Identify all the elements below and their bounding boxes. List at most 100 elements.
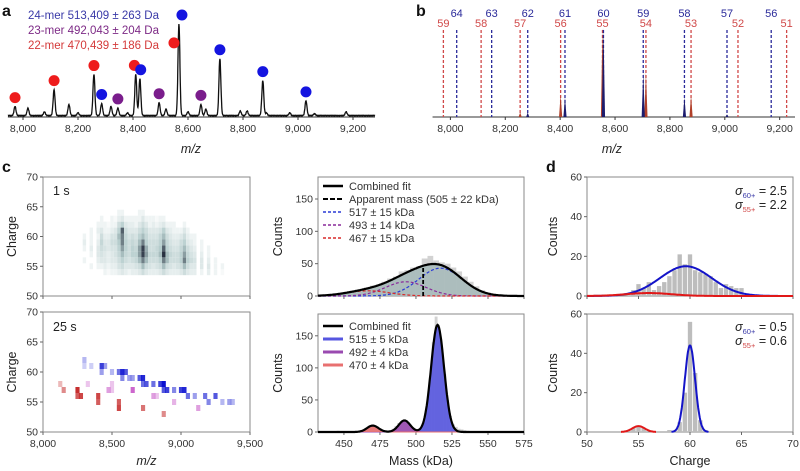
peak-marker-24-mer	[257, 66, 269, 78]
heatmap-cell	[113, 239, 118, 246]
x-tick-label: 475	[371, 438, 389, 450]
heatmap-cell	[130, 233, 135, 240]
heatmap-cell	[141, 263, 145, 270]
heatmap-cell	[162, 245, 166, 252]
x-tick-label: 450	[335, 438, 353, 450]
histogram-bar	[682, 392, 688, 432]
x-axis-title: m/z	[136, 454, 157, 468]
heatmap-cell-22-mer	[116, 399, 121, 405]
heatmap-1s-cells	[82, 209, 225, 276]
heatmap-cell	[110, 257, 114, 264]
y-tick-label: 70	[26, 307, 38, 319]
x-tick-label: 70	[787, 438, 799, 450]
y-tick-label: 50	[301, 394, 313, 406]
heatmap-cell	[134, 227, 138, 234]
sigma-subscript: 60+	[743, 327, 756, 336]
y-tick-label: 0	[307, 427, 313, 439]
heatmap-cell	[182, 239, 187, 246]
heatmap-cell	[179, 227, 183, 234]
heatmap-cell	[134, 269, 138, 276]
heatmap-cell	[82, 257, 87, 264]
charge-histogram-6	[587, 254, 793, 297]
heatmap-cell	[206, 263, 211, 270]
heatmap-cell-24-mer	[161, 381, 166, 387]
simulated-peak-24-mer	[601, 28, 606, 117]
chart-7-axes: 50 55 60 65 70 0 20 40 60 Counts Charge	[546, 309, 799, 469]
heatmap-cell	[168, 269, 173, 276]
peak-marker-24-mer	[214, 44, 226, 56]
heatmap-cell	[134, 239, 138, 246]
sigma-subscript: 55+	[743, 205, 756, 214]
heatmap-cell	[113, 227, 118, 234]
heatmap-cell	[137, 245, 142, 252]
mass-histogram-5	[318, 316, 524, 434]
heatmap-cell-24-mer	[220, 399, 225, 405]
heatmap-cell	[193, 257, 197, 264]
histogram-bar	[692, 373, 698, 432]
heatmap-cell	[162, 215, 166, 222]
heatmap-cell-22-mer	[78, 393, 84, 399]
x-tick-label: 8,000	[437, 123, 463, 135]
heatmap-cell	[120, 239, 125, 246]
y-tick-label: 60	[570, 172, 582, 184]
heatmap-cell	[134, 257, 138, 264]
y-tick-label: 60	[26, 367, 38, 379]
legend-label: 493 ± 14 kDa	[349, 220, 415, 232]
heatmap-cell	[110, 251, 114, 258]
panel-label-d: d	[546, 159, 556, 176]
charge-histogram-7	[621, 321, 709, 433]
legend-label: 492 ± 4 kDa	[349, 347, 409, 359]
heatmap-cell	[141, 251, 145, 258]
heatmap-cell	[148, 233, 152, 240]
heatmap-cell	[186, 233, 190, 240]
heatmap-cell	[158, 251, 163, 258]
heatmap-cell	[158, 215, 163, 222]
charge-state-label: 59	[637, 8, 649, 20]
heatmap-cell	[220, 263, 225, 270]
heatmap-cell	[151, 263, 156, 270]
legend-label: 470 ± 4 kDa	[349, 360, 409, 372]
heatmap-cell	[99, 239, 104, 246]
heatmap-cell	[168, 263, 173, 270]
heatmap-cell	[137, 239, 142, 246]
heatmap-cell	[106, 269, 111, 276]
heatmap-cell-24-mer	[82, 363, 87, 369]
charge-state-label: 58	[678, 8, 690, 20]
sigma-annotation: σ60+ = 0.5	[735, 320, 787, 336]
heatmap-cell	[113, 233, 118, 240]
heatmap-cell	[110, 269, 114, 276]
heatmap-cell-24-mer	[165, 387, 170, 393]
legend-label: Apparent mass (505 ± 22 kDa)	[349, 194, 499, 206]
heatmap-cell-24-mer	[130, 375, 135, 381]
heatmap-cell-24-mer	[161, 387, 166, 393]
heatmap-cell	[186, 245, 190, 252]
heatmap-cell	[141, 215, 145, 222]
heatmap-cell	[168, 221, 173, 228]
heatmap-cell	[124, 257, 128, 264]
heatmap-cell	[175, 257, 180, 264]
heatmap-cell	[148, 227, 152, 234]
heatmap-cell	[117, 263, 121, 270]
heatmap-cell	[144, 221, 149, 228]
heatmap-cell	[165, 221, 169, 228]
simulated-peak-22-mer	[644, 72, 648, 117]
sigma-symbol: σ	[735, 320, 743, 334]
heatmap-cell	[96, 263, 100, 270]
heatmap-cell	[144, 227, 149, 234]
x-tick-label: 8,200	[65, 123, 91, 135]
peak-marker-23-mer	[153, 88, 165, 100]
heatmap-cell-24-mer	[144, 381, 149, 387]
heatmap-cell	[193, 269, 197, 276]
heatmap-cell	[106, 263, 111, 270]
sigma-symbol: σ	[735, 334, 743, 348]
peak-marker-22-mer	[48, 75, 60, 87]
sigma-value: = 0.5	[755, 320, 787, 334]
heatmap-cell	[168, 239, 173, 246]
heatmap-cell	[117, 269, 121, 276]
histogram-bar	[662, 282, 667, 296]
heatmap-cell	[186, 239, 190, 246]
heatmap-cell	[179, 251, 183, 258]
combined-fit-line	[318, 323, 524, 434]
x-tick-label: 575	[515, 438, 533, 450]
chart-2-axes: 50 55 60 65 70 Charge	[5, 172, 251, 303]
